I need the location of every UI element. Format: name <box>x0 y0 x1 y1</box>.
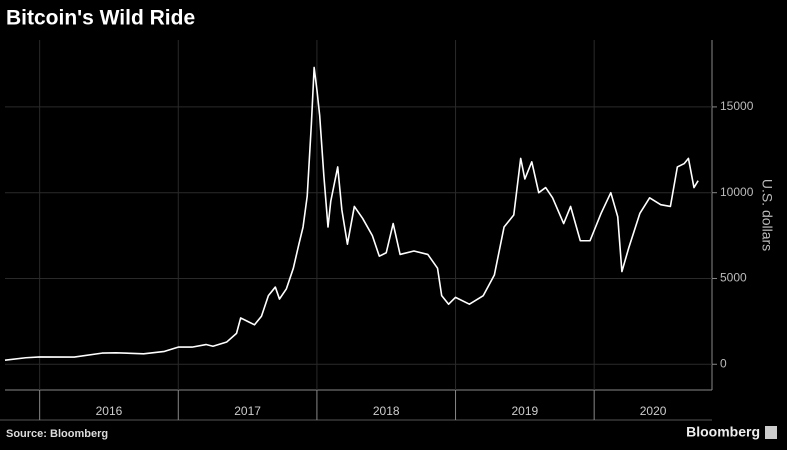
x-tick-label: 2016 <box>96 404 123 418</box>
chart-title: Bitcoin's Wild Ride <box>6 7 195 30</box>
price-line <box>4 66 699 361</box>
brand: Bloomberg <box>686 424 760 440</box>
y-axis-label: U.S. dollars <box>759 179 775 251</box>
source: Source: Bloomberg <box>6 428 108 440</box>
x-tick-label: 2017 <box>234 404 261 418</box>
x-tick-label: 2019 <box>512 404 539 418</box>
x-tick-label: 2018 <box>373 404 400 418</box>
y-tick-label: 5000 <box>720 271 747 285</box>
y-tick-label: 0 <box>720 356 727 370</box>
brand-logo <box>765 426 777 439</box>
x-tick-label: 2020 <box>640 404 667 418</box>
y-tick-label: 15000 <box>720 99 754 113</box>
y-tick-label: 10000 <box>720 185 754 199</box>
